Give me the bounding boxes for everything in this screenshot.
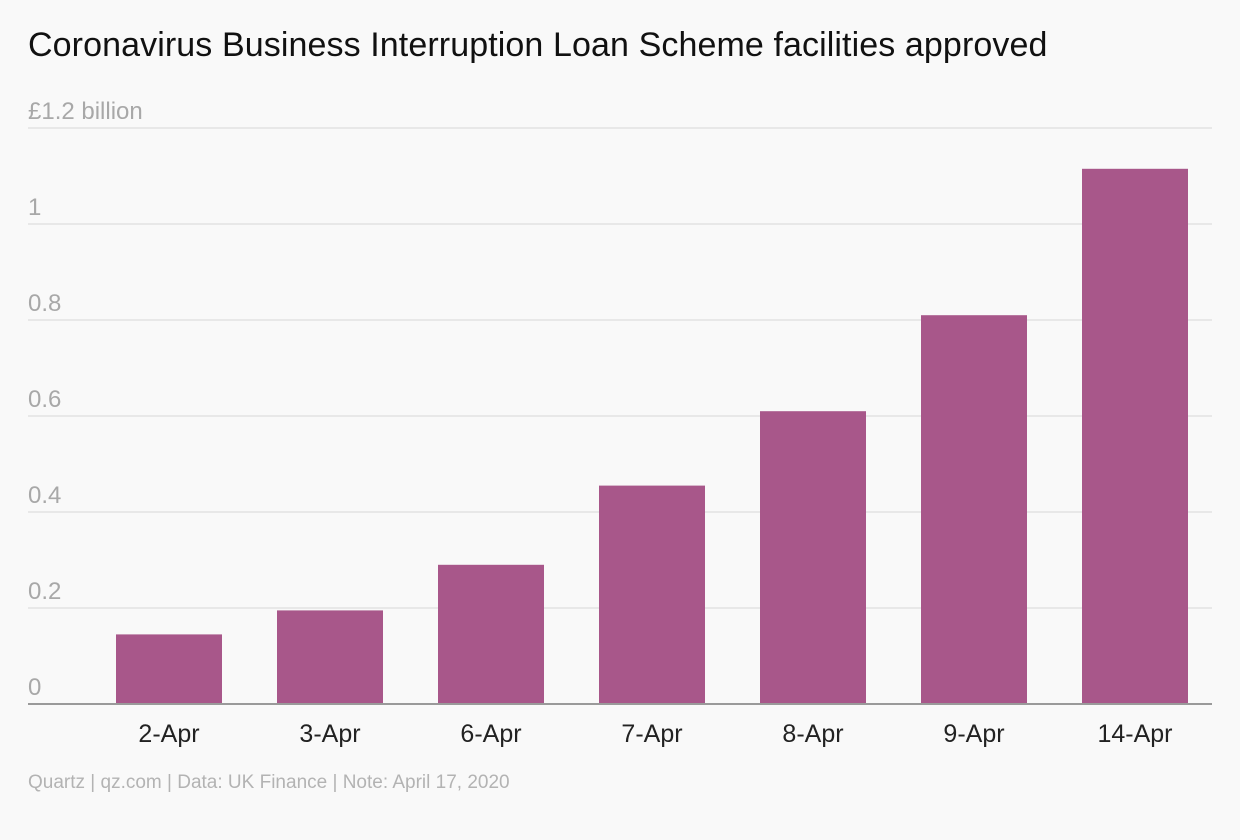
x-tick-label: 7-Apr — [621, 720, 682, 748]
y-tick-label: 0 — [28, 674, 41, 701]
bar-14-apr — [1082, 168, 1188, 705]
y-axis-ticks: 0 0.2 0.4 0.6 0.8 1 £1.2 billion — [28, 98, 143, 701]
x-tick-label: 6-Apr — [460, 720, 521, 748]
x-tick-label: 2-Apr — [138, 720, 199, 748]
bars — [116, 168, 1188, 705]
y-tick-label: 0.4 — [28, 482, 61, 509]
x-tick-label: 8-Apr — [782, 720, 843, 748]
y-tick-label: 1 — [28, 194, 41, 221]
bar-7-apr — [599, 485, 705, 704]
x-tick-label: 14-Apr — [1097, 720, 1172, 748]
x-tick-label: 3-Apr — [299, 720, 360, 748]
bar-9-apr — [921, 315, 1027, 704]
bar-8-apr — [760, 411, 866, 704]
source-footer: Quartz | qz.com | Data: UK Finance | Not… — [28, 772, 510, 793]
y-tick-label: £1.2 billion — [28, 98, 143, 125]
x-tick-label: 9-Apr — [943, 720, 1004, 748]
y-tick-label: 0.2 — [28, 578, 61, 605]
chart-title: Coronavirus Business Interruption Loan S… — [28, 26, 1048, 64]
bar-6-apr — [438, 564, 544, 704]
bar-2-apr — [116, 634, 222, 704]
y-tick-label: 0.6 — [28, 386, 61, 413]
x-axis-ticks: 2-Apr 3-Apr 6-Apr 7-Apr 8-Apr 9-Apr 14-Apr — [138, 720, 1172, 748]
y-tick-label: 0.8 — [28, 290, 61, 317]
bar-3-apr — [277, 610, 383, 704]
